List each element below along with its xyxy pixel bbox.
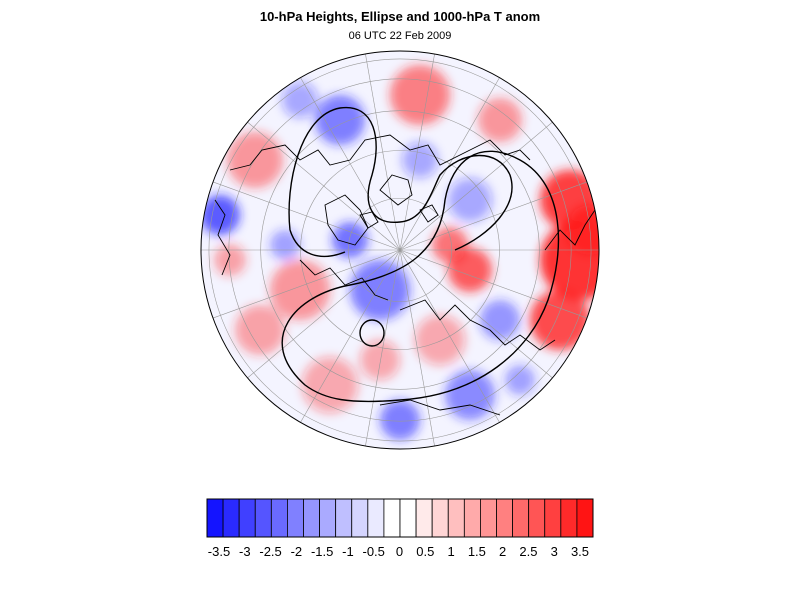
longitude-line xyxy=(399,121,553,251)
polar-map xyxy=(200,50,600,450)
warm-anomaly xyxy=(360,340,400,380)
colorbar-tick-label: 0 xyxy=(396,544,403,559)
colorbar-box xyxy=(367,498,385,538)
longitude-line xyxy=(399,249,588,319)
colorbar-tick-label: -2.5 xyxy=(259,544,281,559)
cold-anomaly xyxy=(445,370,495,420)
colorbar-box xyxy=(415,498,433,538)
longitude-line xyxy=(212,181,401,251)
cold-anomaly xyxy=(201,195,240,235)
colorbar-box xyxy=(512,498,530,538)
cold-anomaly xyxy=(448,178,492,222)
longitude-line xyxy=(399,249,435,447)
longitude-line xyxy=(399,53,435,251)
coastline-asia xyxy=(399,299,556,351)
longitude-line xyxy=(399,77,500,251)
colorbar-tick-label: -3 xyxy=(239,544,251,559)
longitude-line xyxy=(247,249,401,379)
colorbar-box xyxy=(496,498,513,538)
coastlines xyxy=(214,134,596,416)
colorbar-tick-label: 3 xyxy=(551,544,558,559)
coastline-north-america xyxy=(229,134,531,171)
coastline-greenland xyxy=(324,194,369,246)
colorbar-box xyxy=(270,498,288,538)
height-contours xyxy=(281,106,560,403)
colorbar-tick-label: 2.5 xyxy=(519,544,537,559)
coastline-west xyxy=(214,199,231,276)
longitude-line xyxy=(399,181,588,251)
colorbar-tick-label: -0.5 xyxy=(363,544,385,559)
warm-anomaly xyxy=(270,260,330,320)
colorbar-box xyxy=(319,498,337,538)
warm-anomaly xyxy=(432,227,468,263)
colorbar-tick-label: 0.5 xyxy=(416,544,434,559)
colorbar-box xyxy=(399,498,417,538)
colorbar-tick-label: 1.5 xyxy=(468,544,486,559)
colorbar-tick-label: -1 xyxy=(342,544,354,559)
cold-anomaly xyxy=(505,365,535,395)
cold-anomaly xyxy=(380,400,420,440)
longitude-line xyxy=(212,249,401,319)
chart-title: 10-hPa Heights, Ellipse and 1000-hPa T a… xyxy=(259,9,541,24)
colorbar-tick-label: 3.5 xyxy=(571,544,589,559)
colorbar-box xyxy=(303,498,320,538)
warm-anomaly xyxy=(390,65,450,125)
warm-anomaly xyxy=(235,305,285,355)
colorbar-box xyxy=(576,498,594,538)
colorbar-labels: -3.5 -3 -2.5 -2 -1.5 -1 -0.5 0 0.5 1 1.5 2 2.5 3 3.5 xyxy=(208,544,589,559)
height-contour-outer xyxy=(281,150,560,403)
cold-anomaly xyxy=(282,82,318,118)
warm-anomaly xyxy=(530,290,590,350)
colorbar-box xyxy=(222,498,240,538)
longitude-line xyxy=(365,53,401,251)
colorbar-box xyxy=(351,498,369,538)
colorbar-box xyxy=(335,498,353,538)
longitude-line xyxy=(247,121,401,251)
colorbar-box xyxy=(431,498,449,538)
colorbar-box xyxy=(463,498,481,538)
warm-anomaly xyxy=(540,220,599,300)
coastline-south xyxy=(379,399,501,416)
longitude-line xyxy=(300,249,401,423)
colorbar-box xyxy=(254,498,272,538)
warm-anomaly xyxy=(415,315,465,365)
cold-anomaly xyxy=(332,222,368,258)
warm-anomaly xyxy=(227,132,283,188)
warm-anomaly xyxy=(478,98,522,142)
chart-subtitle: 06 UTC 22 Feb 2009 xyxy=(348,30,452,42)
colorbar-box xyxy=(238,498,256,538)
colorbar-box xyxy=(383,498,401,538)
colorbar-tick-label: 1 xyxy=(447,544,454,559)
temperature-anomaly-field xyxy=(201,65,599,440)
colorbar-boxes xyxy=(206,498,594,538)
colorbar-box xyxy=(544,498,562,538)
colorbar-tick-label: -3.5 xyxy=(208,544,230,559)
globe-outline xyxy=(200,50,600,450)
cold-anomaly xyxy=(270,230,300,260)
longitude-line xyxy=(365,249,401,447)
colorbar-box xyxy=(560,498,578,538)
colorbar-tick-label: 2 xyxy=(499,544,506,559)
colorbar-box xyxy=(480,498,497,538)
coastline-europe xyxy=(299,259,389,301)
cold-anomaly xyxy=(315,95,365,145)
colorbar-frame xyxy=(206,498,594,538)
colorbar-tick-label: -1.5 xyxy=(311,544,333,559)
colorbar-box xyxy=(447,498,465,538)
colorbar-box xyxy=(206,498,224,538)
longitude-line xyxy=(399,249,553,379)
colorbar-box xyxy=(287,498,304,538)
coastline-hudson xyxy=(379,174,413,206)
longitude-line xyxy=(399,249,500,423)
cold-anomaly xyxy=(350,260,410,320)
height-contour-inner xyxy=(288,106,513,251)
coastline-arctic-islands xyxy=(359,204,439,229)
colorbar-box xyxy=(528,498,546,538)
coastline-east-asia xyxy=(544,209,596,251)
lat-lon-grid xyxy=(201,53,599,447)
warm-anomaly xyxy=(214,244,246,276)
colorbar-tick-label: -2 xyxy=(291,544,303,559)
height-contour-west xyxy=(289,229,346,257)
height-contour-small-low xyxy=(359,319,385,347)
